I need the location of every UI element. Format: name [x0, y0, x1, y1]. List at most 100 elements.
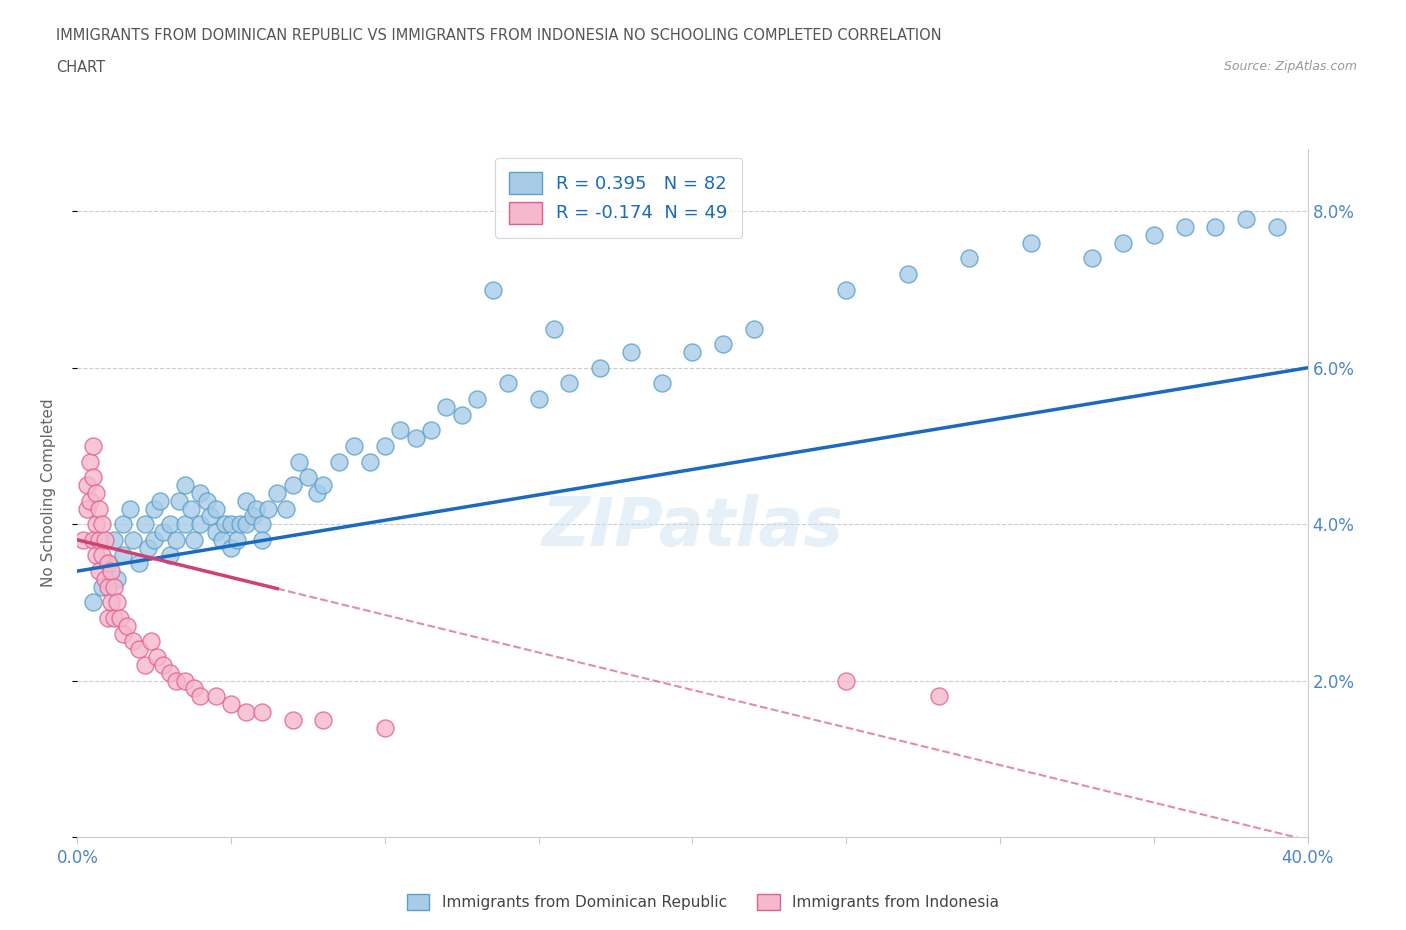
Point [1112, 235, 1135, 250]
Point [1204, 219, 1226, 234]
Text: ZIPatlas: ZIPatlas [541, 495, 844, 560]
Point [79, 493, 101, 508]
Point [328, 454, 350, 469]
Point [128, 642, 150, 657]
Point [211, 532, 233, 547]
Point [79, 454, 101, 469]
Point [128, 556, 150, 571]
Point [180, 501, 202, 516]
Point [245, 501, 267, 516]
Point [90, 579, 114, 594]
Point [87, 532, 110, 547]
Legend: Immigrants from Dominican Republic, Immigrants from Indonesia: Immigrants from Dominican Republic, Immi… [399, 886, 1007, 918]
Point [250, 704, 273, 719]
Point [297, 470, 319, 485]
Point [235, 704, 257, 719]
Point [374, 720, 396, 735]
Point [558, 376, 581, 391]
Point [257, 501, 280, 516]
Point [76, 478, 98, 493]
Point [121, 634, 143, 649]
Point [204, 689, 226, 704]
Point [165, 532, 187, 547]
Point [97, 579, 120, 594]
Point [436, 400, 458, 415]
Point [183, 681, 205, 696]
Point [204, 525, 226, 539]
Point [112, 548, 135, 563]
Point [214, 517, 236, 532]
Point [174, 673, 197, 688]
Point [620, 345, 643, 360]
Point [143, 532, 166, 547]
Point [112, 626, 135, 641]
Point [682, 345, 704, 360]
Point [143, 501, 166, 516]
Point [343, 439, 366, 454]
Point [136, 540, 159, 555]
Point [204, 501, 226, 516]
Point [174, 478, 197, 493]
Point [374, 439, 396, 454]
Point [97, 611, 120, 626]
Point [76, 501, 98, 516]
Point [496, 376, 519, 391]
Point [312, 478, 335, 493]
Point [97, 556, 120, 571]
Point [1081, 251, 1104, 266]
Point [281, 712, 304, 727]
Point [87, 501, 110, 516]
Point [188, 485, 212, 500]
Point [957, 251, 980, 266]
Point [159, 548, 181, 563]
Point [100, 564, 122, 578]
Text: IMMIGRANTS FROM DOMINICAN REPUBLIC VS IMMIGRANTS FROM INDONESIA NO SCHOOLING COM: IMMIGRANTS FROM DOMINICAN REPUBLIC VS IM… [56, 28, 942, 43]
Point [110, 611, 132, 626]
Point [450, 407, 472, 422]
Point [235, 517, 257, 532]
Point [105, 571, 128, 587]
Point [103, 611, 125, 626]
Y-axis label: No Schooling Completed: No Schooling Completed [42, 399, 56, 587]
Point [897, 267, 920, 282]
Point [112, 517, 135, 532]
Point [84, 517, 107, 532]
Point [165, 673, 187, 688]
Point [198, 509, 221, 524]
Point [82, 595, 104, 610]
Point [359, 454, 381, 469]
Point [188, 689, 212, 704]
Point [82, 439, 104, 454]
Point [174, 517, 197, 532]
Point [152, 658, 174, 672]
Point [307, 485, 329, 500]
Point [266, 485, 288, 500]
Point [1143, 228, 1166, 243]
Point [100, 595, 122, 610]
Point [235, 493, 257, 508]
Point [146, 650, 169, 665]
Point [121, 532, 143, 547]
Point [242, 509, 264, 524]
Point [281, 478, 304, 493]
Point [84, 548, 107, 563]
Point [219, 697, 242, 711]
Point [195, 493, 218, 508]
Point [167, 493, 190, 508]
Point [103, 532, 125, 547]
Point [72, 532, 94, 547]
Point [82, 532, 104, 547]
Point [250, 517, 273, 532]
Point [159, 517, 181, 532]
Point [835, 282, 858, 297]
Point [84, 485, 107, 500]
Point [276, 501, 298, 516]
Point [835, 673, 858, 688]
Point [226, 532, 249, 547]
Point [183, 532, 205, 547]
Point [465, 392, 488, 406]
Point [90, 548, 114, 563]
Point [1265, 219, 1288, 234]
Point [389, 423, 412, 438]
Point [141, 634, 163, 649]
